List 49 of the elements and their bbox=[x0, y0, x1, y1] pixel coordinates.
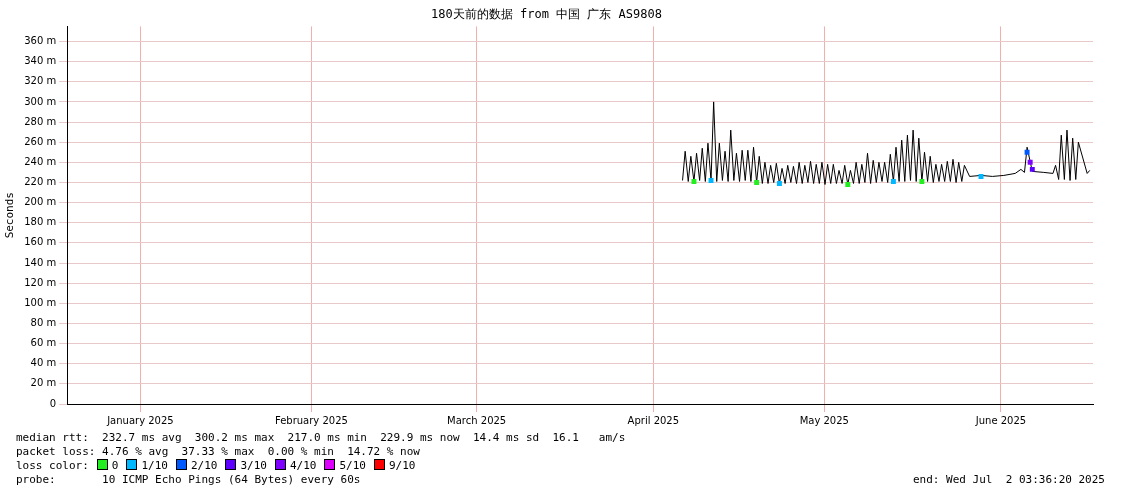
y-tick-label: 340 m bbox=[24, 55, 57, 67]
text: end: Wed Jul 2 03:36:20 2025 bbox=[912, 473, 1105, 486]
point bbox=[890, 178, 896, 184]
y-tick-label: 120 m bbox=[24, 276, 57, 288]
point bbox=[754, 180, 760, 185]
y-tick-label: 280 m bbox=[24, 115, 57, 127]
text: packet loss: 4.76 % avg 37.33 % max 0.00 % min 14.72 % now bbox=[16, 445, 420, 458]
text: probe: 10 ICMP Echo Pings (64 Bytes) every 60s bbox=[16, 473, 361, 486]
legend-label: 9/10 bbox=[388, 459, 416, 472]
point bbox=[845, 182, 851, 187]
point bbox=[691, 178, 697, 184]
y-tick-label: 360 m bbox=[24, 35, 57, 47]
point bbox=[708, 177, 714, 183]
text: median rtt: 232.7 ms avg 300.2 ms max 217.0 ms min 229.9 ms now 14.4 ms sd 16.1 am/s bbox=[16, 431, 626, 444]
point bbox=[776, 181, 782, 186]
y-tick-label: 60 m bbox=[30, 337, 57, 349]
legend-label: 5/10 bbox=[339, 459, 366, 472]
legend-label: 4/10 bbox=[289, 459, 317, 472]
y-tick-label: 80 m bbox=[30, 317, 57, 329]
y-tick-label: 20 m bbox=[30, 377, 57, 389]
y-tick-label: 240 m bbox=[24, 155, 57, 167]
x-tick-label: May 2025 bbox=[799, 414, 849, 426]
y-tick-label: 140 m bbox=[24, 256, 57, 268]
y-tick-label: 180 m bbox=[24, 216, 57, 228]
legend-label: 2/10 bbox=[190, 459, 218, 472]
y-tick-label: 260 m bbox=[24, 135, 57, 147]
y-tick-label: 100 m bbox=[24, 296, 57, 308]
x-tick-label: March 2025 bbox=[447, 414, 507, 426]
x-tick-label: April 2025 bbox=[627, 414, 680, 426]
y-tick-label: 200 m bbox=[24, 196, 57, 208]
x-tick-label: June 2025 bbox=[974, 414, 1027, 426]
x-tick-label: February 2025 bbox=[274, 414, 348, 426]
point bbox=[1024, 149, 1030, 155]
y-tick-label: 300 m bbox=[24, 95, 57, 107]
legend-label: 0 bbox=[111, 459, 119, 472]
y-tick-label: 220 m bbox=[24, 176, 57, 188]
point bbox=[1029, 166, 1035, 172]
y-tick-label: 0 bbox=[49, 397, 57, 409]
legend-title: loss color: bbox=[16, 459, 89, 472]
y-axis-title: Seconds bbox=[3, 192, 17, 239]
legend-label: 3/10 bbox=[240, 459, 267, 472]
x-tick-label: January 2025 bbox=[106, 414, 174, 426]
point bbox=[919, 178, 925, 184]
y-tick-label: 40 m bbox=[30, 357, 57, 369]
y-tick-label: 160 m bbox=[24, 236, 57, 248]
point bbox=[1027, 159, 1033, 165]
legend-label: 1/10 bbox=[141, 459, 168, 472]
y-tick-label: 320 m bbox=[24, 75, 57, 87]
chart-title: 180天前的数据 from 中国 广东 AS9808 bbox=[431, 7, 662, 22]
